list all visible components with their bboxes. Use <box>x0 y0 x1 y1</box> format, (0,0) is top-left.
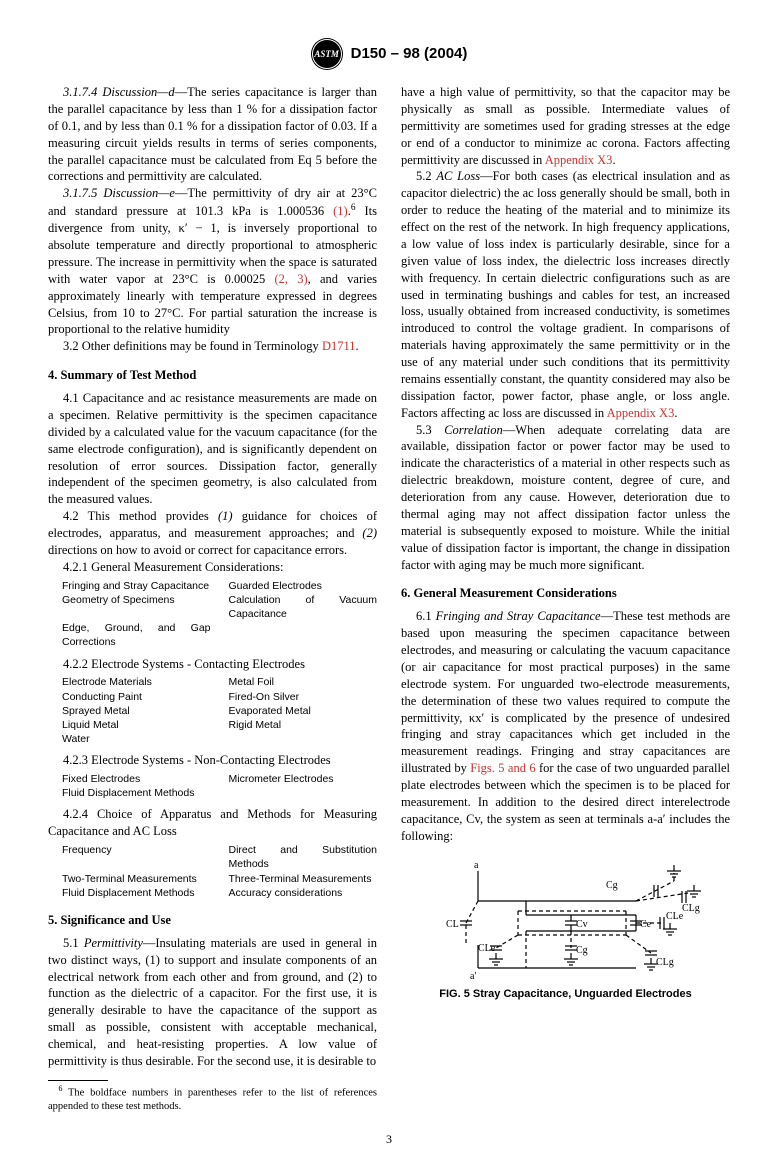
svg-text:a: a <box>474 860 479 871</box>
para-4-2-2: 4.2.2 Electrode Systems - Contacting Ele… <box>48 656 377 673</box>
svg-text:CL: CL <box>446 919 459 930</box>
table-4-2-1: Fringing and Stray Capacitance Guarded El… <box>62 579 377 650</box>
footnote-6: 6 The boldface numbers in parentheses re… <box>48 1084 377 1115</box>
table-cell: Three-Terminal Measurements <box>229 872 378 886</box>
table-row: Two-Terminal Measurements Three-Terminal … <box>62 872 377 886</box>
table-row: Fluid Displacement Methods <box>62 786 377 800</box>
para-4-2-3: 4.2.3 Electrode Systems - Non-Contacting… <box>48 752 377 769</box>
table-cell: Fluid Displacement Methods <box>62 786 211 800</box>
svg-text:CLg: CLg <box>682 903 700 914</box>
table-cell: Electrode Materials <box>62 675 211 689</box>
table-4-2-3: Fixed Electrodes Micrometer Electrodes Flu… <box>62 772 377 800</box>
svg-text:CLg: CLg <box>656 957 674 968</box>
document-id: D150 – 98 (2004) <box>351 44 468 64</box>
svg-text:Cv: Cv <box>576 919 588 930</box>
link-appendix-x3-a: Appendix X3 <box>545 153 613 167</box>
svg-text:CLe: CLe <box>666 911 684 922</box>
table-cell: Sprayed Metal <box>62 704 211 718</box>
table-row: Water <box>62 732 377 746</box>
table-row: Liquid Metal Rigid Metal <box>62 718 377 732</box>
link-d1711: D1711 <box>322 339 356 353</box>
document-header: ASTM D150 – 98 (2004) <box>48 38 730 70</box>
page-number: 3 <box>48 1131 730 1147</box>
table-cell: Evaporated Metal <box>229 704 378 718</box>
table-cell: Metal Foil <box>229 675 378 689</box>
table-cell: Guarded Electrodes <box>229 579 378 593</box>
table-cell: Micrometer Electrodes <box>229 772 378 786</box>
table-row: Electrode Materials Metal Foil <box>62 675 377 689</box>
para-5-3: 5.3 Correlation—When adequate correlatin… <box>401 422 730 574</box>
para-5-1-cont: have a high value of permittivity, so th… <box>401 84 730 168</box>
para-5-2: 5.2 AC Loss—For both cases (as electrica… <box>401 168 730 421</box>
table-row: Sprayed Metal Evaporated Metal <box>62 704 377 718</box>
table-4-2-4: Frequency Direct and Substitution Methods… <box>62 843 377 900</box>
para-3-1-7-4: 3.1.7.4 Discussion—d—The series capacita… <box>48 84 377 185</box>
para-4-1: 4.1 Capacitance and ac resistance measur… <box>48 390 377 508</box>
svg-text:Cg: Cg <box>606 880 618 891</box>
table-cell: Geometry of Specimens <box>62 593 211 621</box>
table-cell: Rigid Metal <box>229 718 378 732</box>
table-cell: Water <box>62 732 211 746</box>
table-cell <box>229 732 378 746</box>
svg-text:CLe: CLe <box>478 943 496 954</box>
link-appendix-x3-b: Appendix X3 <box>607 406 675 420</box>
para-6-1: 6.1 Fringing and Stray Capacitance—These… <box>401 608 730 844</box>
table-cell: Edge, Ground, and Gap Corrections <box>62 621 211 649</box>
table-row: Fringing and Stray Capacitance Guarded El… <box>62 579 377 593</box>
astm-logo: ASTM <box>311 38 343 70</box>
figure-5-diagram: a Cg CLg Cv Ce CLe CL CLe Cg CLg a' <box>426 853 706 983</box>
table-cell <box>229 786 378 800</box>
figure-5-caption: FIG. 5 Stray Capacitance, Unguarded Elec… <box>401 987 730 1002</box>
svg-text:a': a' <box>470 971 476 982</box>
svg-text:Cg: Cg <box>576 945 588 956</box>
two-column-body: 3.1.7.4 Discussion—d—The series capacita… <box>48 84 730 1115</box>
ref-2-3: (2, 3) <box>275 272 308 286</box>
table-cell: Fired-On Silver <box>229 690 378 704</box>
table-cell: Conducting Paint <box>62 690 211 704</box>
table-cell: Fringing and Stray Capacitance <box>62 579 211 593</box>
table-cell: Liquid Metal <box>62 718 211 732</box>
table-row: Fluid Displacement Methods Accuracy consi… <box>62 886 377 900</box>
para-5-1: 5.1 Permittivity—Insulating materials ar… <box>48 935 377 1070</box>
table-cell: Two-Terminal Measurements <box>62 872 211 886</box>
heading-4: 4. Summary of Test Method <box>48 367 377 384</box>
para-3-1-7-5: 3.1.7.5 Discussion—e—The permittivity of… <box>48 185 377 338</box>
para-4-2-4: 4.2.4 Choice of Apparatus and Methods fo… <box>48 806 377 840</box>
ref-1: (1) <box>333 204 348 218</box>
table-cell: Calculation of Vacuum Capacitance <box>229 593 378 621</box>
table-row: Fixed Electrodes Micrometer Electrodes <box>62 772 377 786</box>
table-cell: Fluid Displacement Methods <box>62 886 211 900</box>
para-4-2-1: 4.2.1 General Measurement Considerations… <box>48 559 377 576</box>
para-3-2: 3.2 Other definitions may be found in Te… <box>48 338 377 355</box>
table-cell: Frequency <box>62 843 211 871</box>
heading-6: 6. General Measurement Considerations <box>401 585 730 602</box>
table-row: Edge, Ground, and Gap Corrections <box>62 621 377 649</box>
astm-logo-text: ASTM <box>314 48 339 60</box>
svg-text:Ce: Ce <box>640 919 652 930</box>
table-row: Geometry of Specimens Calculation of Vacu… <box>62 593 377 621</box>
table-cell <box>229 621 378 649</box>
table-4-2-2: Electrode MaterialsMetal FoilConducting … <box>62 675 377 746</box>
footnote-rule <box>48 1080 108 1081</box>
table-cell: Accuracy considerations <box>229 886 378 900</box>
table-cell: Fixed Electrodes <box>62 772 211 786</box>
table-cell: Direct and Substitution Methods <box>229 843 378 871</box>
link-figs-5-6: Figs. 5 and 6 <box>470 761 535 775</box>
para-4-2: 4.2 This method provides (1) guidance fo… <box>48 508 377 559</box>
table-row: Conducting Paint Fired-On Silver <box>62 690 377 704</box>
heading-5: 5. Significance and Use <box>48 912 377 929</box>
table-row: Frequency Direct and Substitution Methods <box>62 843 377 871</box>
